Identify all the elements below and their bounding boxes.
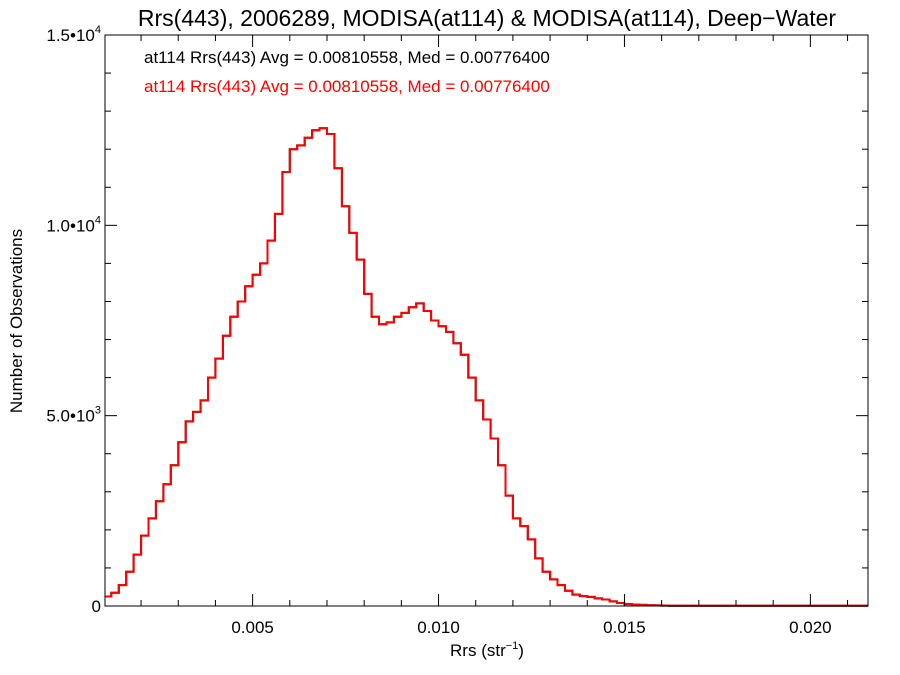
x-axis-label-sup: −1 xyxy=(506,640,519,652)
chart-title: Rrs(443), 2006289, MODISA(at114) & MODIS… xyxy=(138,5,837,31)
y-tick-label: 0 xyxy=(92,597,101,616)
x-tick-label: 0.015 xyxy=(603,618,646,637)
x-axis-label: Rrs (str−1) xyxy=(450,640,524,660)
y-tick-label-base: 0 xyxy=(92,597,101,616)
y-tick-label-exponent: 4 xyxy=(95,214,101,226)
x-axis-label-end: ) xyxy=(518,641,524,660)
y-tick-label-base: 1.5•10 xyxy=(46,26,95,45)
histogram-series-1 xyxy=(105,127,868,607)
y-tick-label: 1.5•104 xyxy=(46,24,101,45)
x-axis-label-main: Rrs (str xyxy=(450,641,506,660)
y-tick-label-exponent: 4 xyxy=(95,24,101,36)
x-tick-label: 0.020 xyxy=(789,618,832,637)
histogram-series-0 xyxy=(105,127,868,607)
legend-entry-1: at114 Rrs(443) Avg = 0.00810558, Med = 0… xyxy=(144,77,550,96)
y-tick-label: 1.0•104 xyxy=(46,214,101,235)
y-tick-label: 5.0•103 xyxy=(46,405,101,426)
y-tick-label-exponent: 3 xyxy=(95,405,101,417)
y-tick-label-base: 5.0•10 xyxy=(46,407,95,426)
legend-entry-0: at114 Rrs(443) Avg = 0.00810558, Med = 0… xyxy=(144,48,550,67)
x-axis: 0.005 0.010 0.015 0.020 xyxy=(140,35,849,637)
y-tick-label-base: 1.0•10 xyxy=(46,216,95,235)
plot-frame xyxy=(104,34,869,607)
y-axis-label: Number of Observations xyxy=(7,229,26,413)
x-tick-label: 0.010 xyxy=(417,618,460,637)
x-tick-label: 0.005 xyxy=(231,618,274,637)
legend: at114 Rrs(443) Avg = 0.00810558, Med = 0… xyxy=(144,48,550,96)
series-layer xyxy=(105,127,868,607)
